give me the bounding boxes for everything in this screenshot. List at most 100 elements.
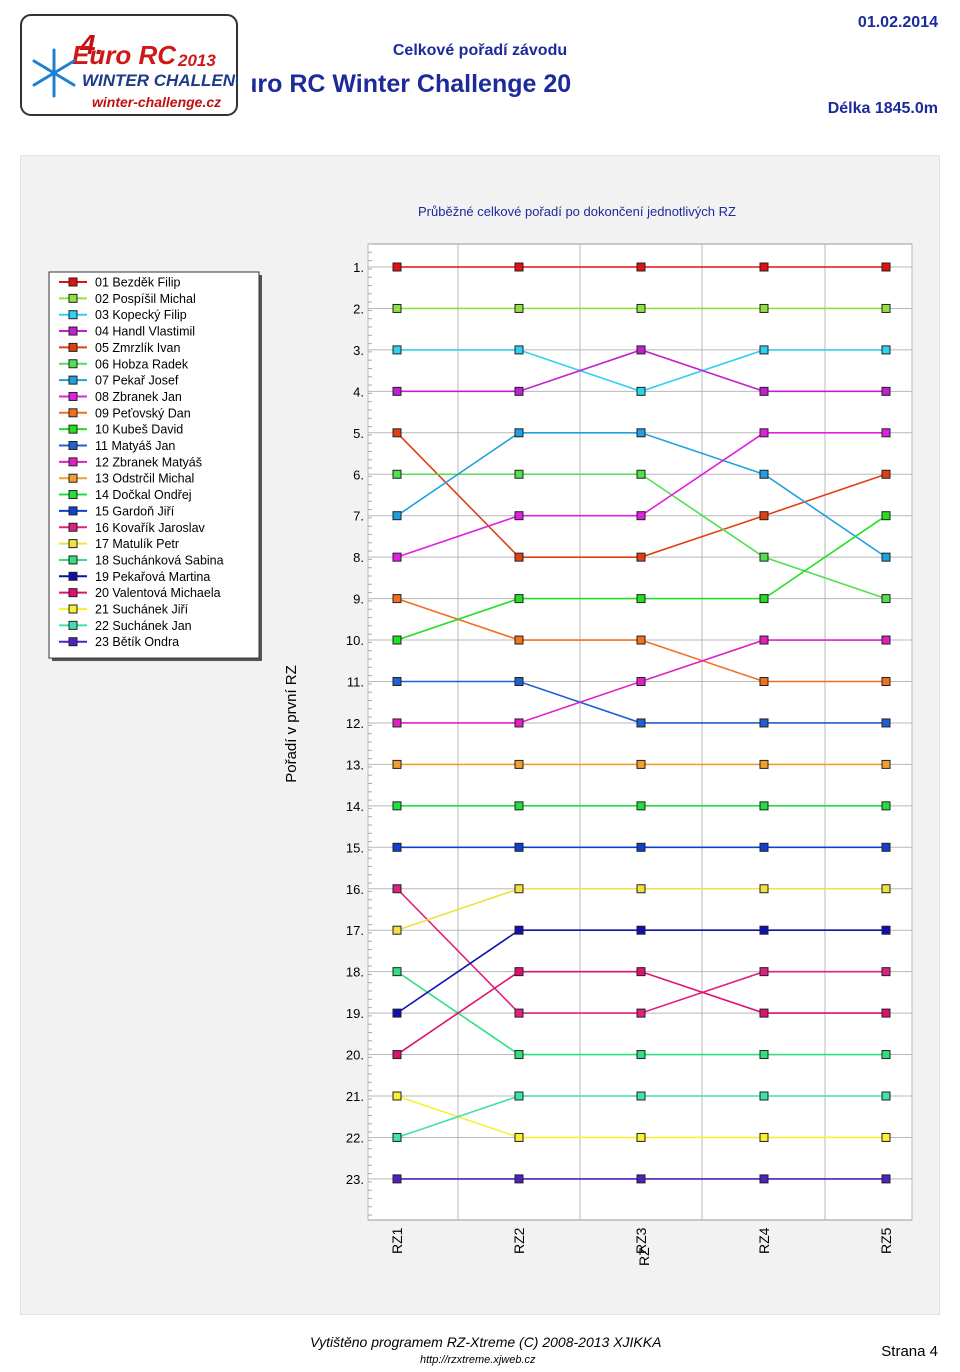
legend-entry: 07 Pekař Josef <box>95 374 179 388</box>
program-url[interactable]: http://rzxtreme.xjweb.cz <box>420 1354 536 1366</box>
series-point <box>881 262 891 272</box>
y-tick-label: 18. <box>346 965 364 980</box>
legend-entry: 21 Suchánek Jiří <box>95 603 189 617</box>
legend-marker <box>68 441 78 450</box>
y-tick-label: 8. <box>353 550 364 565</box>
series-point <box>514 925 524 935</box>
series-point <box>636 635 646 645</box>
series-point <box>881 469 891 479</box>
series-point <box>636 386 646 396</box>
series-point <box>759 718 769 728</box>
series-point <box>636 594 646 604</box>
series-point <box>759 801 769 811</box>
y-tick-label: 11. <box>347 675 364 690</box>
y-tick-label: 6. <box>353 467 364 482</box>
logo-tagline: WINTER CHALLENGE <box>82 71 238 90</box>
series-point <box>392 428 402 438</box>
y-tick-label: 16. <box>346 882 364 897</box>
series-point <box>392 511 402 521</box>
series-point <box>514 1050 524 1060</box>
race-title: od Euro RC Winter Challenge 20 <box>252 70 682 99</box>
series-point <box>514 1132 524 1142</box>
series-point <box>392 967 402 977</box>
legend-marker <box>68 473 78 483</box>
series-point <box>392 1132 402 1142</box>
series-point <box>514 262 524 272</box>
series-point <box>392 759 402 769</box>
y-tick-label: 2. <box>353 301 364 316</box>
legend-entry: 19 Pekařová Martina <box>95 570 210 584</box>
y-tick-label: 17. <box>346 923 364 938</box>
y-axis-label: Pořadí v první RZ <box>283 665 300 783</box>
series-point <box>881 967 891 977</box>
series-point <box>514 1091 524 1101</box>
series-point <box>636 345 646 355</box>
series-point <box>881 1174 891 1184</box>
y-tick-label: 3. <box>353 343 364 358</box>
legend-marker <box>68 277 78 287</box>
logo-brand: Euro RC <box>72 40 177 70</box>
series-point <box>636 428 646 438</box>
series-point <box>759 1132 769 1142</box>
series-point <box>759 884 769 894</box>
series-point <box>759 594 769 604</box>
legend-entry: 22 Suchánek Jan <box>95 619 192 633</box>
legend-marker <box>68 588 78 598</box>
series-point <box>636 552 646 562</box>
page-number: Strana 4 <box>881 1343 938 1360</box>
series-point <box>514 594 524 604</box>
series-point <box>392 594 402 604</box>
legend-entry: 05 Zmrzlík Ivan <box>95 341 180 355</box>
series-point <box>881 718 891 728</box>
y-tick-label: 19. <box>346 1006 364 1021</box>
legend-marker <box>68 490 78 500</box>
series-point <box>392 1174 402 1184</box>
series-point <box>636 677 646 686</box>
legend-entry: 23 Bětík Ondra <box>95 635 179 649</box>
series-point <box>881 428 891 438</box>
series-point <box>392 677 402 686</box>
series-point <box>636 1050 646 1060</box>
program-credit: Vytištěno programem RZ-Xtreme (C) 2008-2… <box>310 1334 662 1350</box>
legend-entry: 12 Zbranek Matyáš <box>95 455 202 469</box>
series-point <box>514 552 524 562</box>
series-point <box>636 967 646 977</box>
x-tick-label: RZ3 <box>633 1227 649 1254</box>
legend-marker <box>68 457 78 467</box>
track-length: Délka 1845.0m <box>827 100 938 117</box>
legend-entry: 17 Matulík Petr <box>95 537 179 551</box>
legend-entry: 14 Dočkal Ondřej <box>95 488 192 502</box>
y-tick-label: 14. <box>346 799 364 814</box>
series-point <box>392 801 402 811</box>
chart-title: Průběžné celkové pořadí po dokončení jed… <box>418 204 736 219</box>
series-point <box>514 428 524 438</box>
series-point <box>514 1008 524 1018</box>
y-tick-label: 1. <box>353 260 364 275</box>
series-point <box>881 345 891 355</box>
series-point <box>392 345 402 355</box>
legend-entry: 13 Odstrčil Michal <box>95 472 194 486</box>
legend-entry: 01 Bezděk Filip <box>95 276 181 290</box>
series-point <box>881 925 891 935</box>
legend-entry: 08 Zbranek Jan <box>95 390 182 404</box>
legend <box>48 271 260 659</box>
legend-marker <box>68 506 78 516</box>
y-tick-label: 9. <box>353 592 364 607</box>
legend-entry: 18 Suchánková Sabina <box>95 553 224 567</box>
series-point <box>392 1008 402 1018</box>
series-point <box>392 842 402 852</box>
series-point <box>514 967 524 977</box>
series-point <box>881 1132 891 1142</box>
legend-entry: 10 Kubeš David <box>95 423 183 437</box>
x-tick-label: RZ2 <box>511 1227 527 1254</box>
legend-marker <box>68 620 78 630</box>
series-point <box>759 511 769 521</box>
y-tick-label: 22. <box>346 1130 364 1145</box>
series-point <box>759 386 769 396</box>
series-point <box>759 635 769 645</box>
legend-marker <box>68 555 78 565</box>
x-tick-label: RZ4 <box>756 1227 772 1254</box>
series-point <box>881 842 891 852</box>
y-tick-label: 5. <box>353 426 364 441</box>
